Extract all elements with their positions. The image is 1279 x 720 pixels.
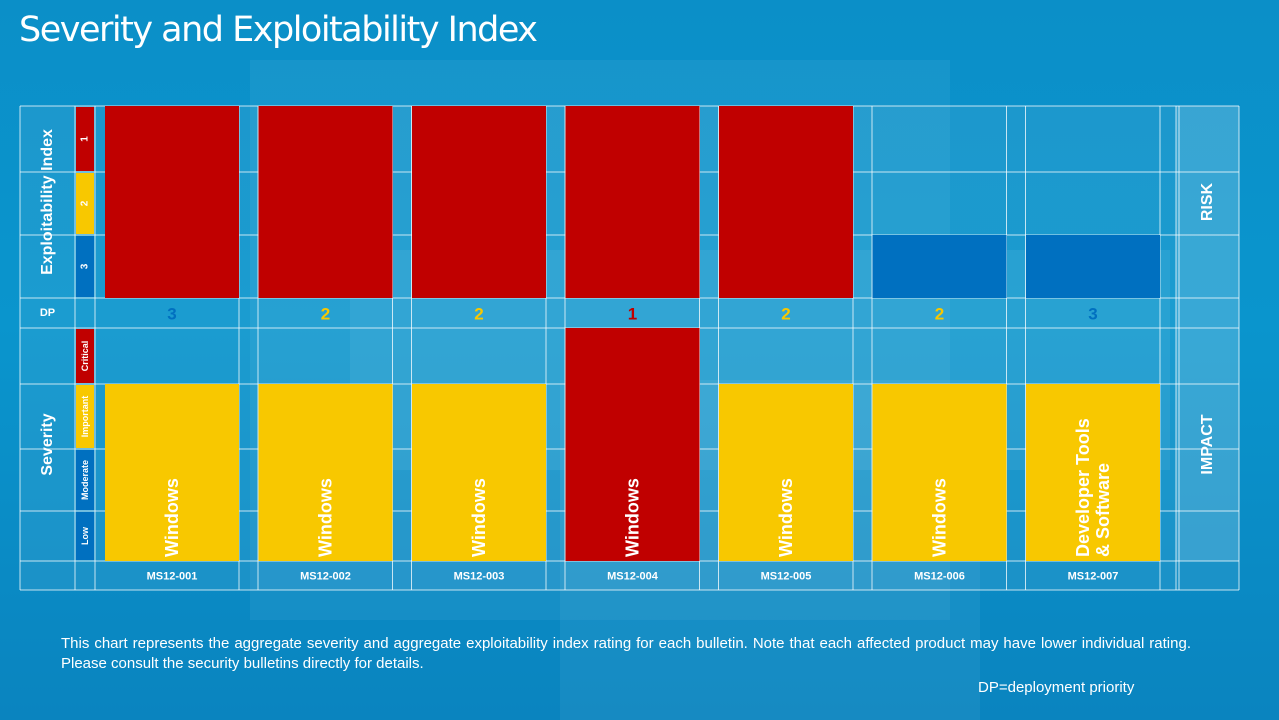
severity-bar-ms12-003 (412, 384, 546, 561)
exploitability-bar-ms12-007 (1026, 235, 1160, 298)
severity-bar-ms12-002 (258, 384, 393, 561)
dp-row-label: DP (40, 307, 55, 319)
bulletin-id-ms12-004: MS12-004 (607, 571, 659, 583)
dp-value-ms12-001: 3 (167, 305, 176, 324)
severity-level-important-swatch (76, 385, 94, 448)
page-title: Severity and Exploitability Index (19, 10, 538, 50)
exploitability-level-label: 3 (80, 263, 91, 269)
product-label-ms12-007: & Software (1093, 463, 1113, 557)
severity-level-moderate-swatch (76, 450, 94, 510)
chart-description: This chart represents the aggregate seve… (61, 635, 1191, 672)
product-label-ms12-007: Developer Tools (1073, 418, 1093, 557)
bulletin-id-ms12-003: MS12-003 (454, 571, 505, 583)
exploitability-axis-label: Exploitability Index (39, 129, 56, 275)
bulletin-id-ms12-007: MS12-007 (1068, 571, 1119, 583)
dp-value-ms12-006: 2 (935, 305, 944, 324)
product-label-ms12-001: Windows (162, 478, 182, 557)
exploitability-level-label: 1 (80, 136, 91, 142)
exploitability-level-3-swatch (76, 236, 94, 297)
product-label-ms12-004: Windows (623, 478, 643, 557)
risk-impact-panel (1176, 106, 1239, 561)
severity-level-critical-swatch (76, 329, 94, 383)
severity-level-label: Important (80, 396, 90, 438)
bulletin-id-ms12-005: MS12-005 (761, 571, 812, 583)
risk-label: RISK (1199, 182, 1216, 221)
dp-value-ms12-007: 3 (1088, 305, 1097, 324)
bulletin-id-ms12-002: MS12-002 (300, 571, 351, 583)
exploitability-bar-ms12-006 (872, 235, 1007, 298)
dp-value-ms12-002: 2 (321, 305, 330, 324)
severity-bar-ms12-007 (1026, 384, 1160, 561)
dp-value-ms12-004: 1 (628, 305, 637, 324)
impact-label: IMPACT (1199, 414, 1216, 474)
exploitability-bar-ms12-002 (258, 106, 393, 298)
severity-bar-ms12-005 (719, 384, 853, 561)
product-label-ms12-006: Windows (930, 478, 950, 557)
bulletin-id-ms12-006: MS12-006 (914, 571, 965, 583)
severity-level-label: Low (80, 526, 90, 545)
product-label-ms12-002: Windows (316, 478, 336, 557)
exploitability-bar-ms12-004 (565, 106, 700, 298)
dp-legend-note: DP=deployment priority (978, 679, 1135, 696)
severity-bar-ms12-001 (105, 384, 239, 561)
severity-bar-ms12-004 (565, 328, 700, 561)
severity-level-label: Moderate (80, 460, 90, 500)
exploitability-level-label: 2 (80, 200, 91, 206)
severity-bar-ms12-006 (872, 384, 1007, 561)
product-label-ms12-005: Windows (776, 478, 796, 557)
severity-level-low-swatch (76, 512, 94, 560)
exploitability-bar-ms12-005 (719, 106, 853, 298)
severity-axis-label: Severity (39, 413, 56, 475)
dp-value-ms12-005: 2 (781, 305, 790, 324)
exploitability-bar-ms12-003 (412, 106, 546, 298)
bulletin-id-ms12-001: MS12-001 (147, 571, 198, 583)
exploitability-level-1-swatch (76, 107, 94, 171)
exploitability-bar-ms12-001 (105, 106, 239, 298)
product-label-ms12-003: Windows (469, 478, 489, 557)
severity-level-label: Critical (80, 341, 90, 372)
dp-value-ms12-003: 2 (474, 305, 483, 324)
exploitability-level-2-swatch (76, 173, 94, 234)
